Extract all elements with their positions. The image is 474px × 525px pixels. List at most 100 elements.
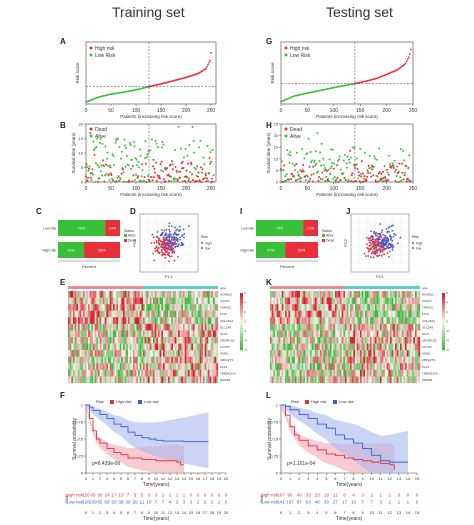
heatmap-cell [206,343,209,351]
heatmap-cell [316,310,319,318]
heatmap-cell [156,369,159,377]
heatmap-cell [295,310,297,318]
heatmap-cell [353,330,356,338]
heatmap-cell [71,337,74,344]
bar-alive [58,220,106,236]
heatmap-cell [288,304,291,311]
heatmap-cell [323,376,326,384]
heatmap-cell [293,356,296,364]
heatmap-cell [203,343,205,351]
heatmap-cell [128,343,130,351]
heatmap-cell [295,323,297,331]
heatmap-cell [275,323,277,331]
heatmap-cell [313,291,316,298]
pca-point-low [369,239,372,242]
heatmap-cell [363,337,366,344]
heatmap-cell [119,330,122,338]
risk-table-x-tick: 13 [397,510,402,515]
heatmap-cell [136,343,139,351]
heatmap-cell [209,376,212,384]
heatmap-cell [133,304,135,311]
x-tick-label: 13 [397,476,402,481]
heatmap-cell [395,330,397,338]
pca-point-high [373,232,375,235]
heatmap-cell [391,350,394,357]
y-tick-label: 0.75 [270,420,279,425]
heatmap-cell [303,369,306,377]
heatmap-cell [136,350,139,357]
pca-point-high [370,247,372,250]
heatmap-cell [355,304,357,311]
dead-point [354,180,357,183]
dead-point [358,174,361,177]
pca-point-low [380,236,383,239]
heatmap-cell [410,350,412,357]
heatmap-cell [360,317,362,325]
heatmap-cell [316,343,319,351]
heatmap-cell [168,317,170,325]
color-scale-tick: 2 [446,310,448,314]
color-scale-step [240,338,243,341]
heatmap-cell [88,350,90,357]
alive-point [340,179,343,182]
heatmap-cell [191,343,194,351]
alive-point [176,171,178,174]
alive-point [342,159,345,162]
y-tick-label: 20 [274,133,279,138]
heatmap-cell [119,356,122,364]
heatmap-cell [79,356,82,364]
heatmap-cell [174,356,177,364]
heatmap-cell [91,297,94,305]
heatmap-cell [290,330,292,338]
heatmap-cell [213,310,215,318]
heatmap-cell [174,376,177,384]
heatmap-cell [378,310,381,318]
heatmap-cell [146,363,149,371]
heatmap-cell [286,356,289,364]
heatmap-cell [340,310,342,318]
heatmap-cell [293,363,296,371]
pca-point-high [380,249,383,252]
heatmap-cell [141,363,144,371]
dead-point [366,169,369,172]
heatmap-cell [201,363,204,371]
heatmap-cell [134,317,137,325]
heatmap-cell [164,356,167,364]
pca-point-low [164,239,167,241]
legend-title: Status [322,229,332,233]
heatmap-cell [141,304,144,311]
x-tick-label: 11 [161,476,166,481]
pca-point-low [169,241,171,243]
heatmap-cell [116,369,119,377]
category-label: High risk [42,249,56,253]
heatmap-cell [104,350,107,357]
heatmap-cell [273,363,276,371]
dead-point [141,163,143,166]
heatmap-cell [368,310,371,318]
pca-point-high [168,251,170,254]
heatmap-cell [151,363,154,371]
risk-table-count: 63 [306,500,312,505]
heatmap-cell [144,350,147,357]
heatmap-cell [401,330,404,338]
heatmap-cell [131,376,134,384]
heatmap-cell [306,323,309,331]
heatmap-cell [288,297,291,305]
heatmap-cell [71,356,74,364]
heatmap-cell [416,317,419,325]
heatmap-cell [285,337,287,344]
alive-point [86,165,88,168]
pca-point-low [389,238,392,241]
alive-point [327,168,330,171]
heatmap-cell [104,323,107,331]
heatmap-cell [89,369,92,377]
heatmap-cell [341,310,344,318]
alive-point [134,178,136,181]
pca-point-low [158,242,161,245]
pca-point-low [179,238,182,241]
heatmap-cell [335,356,337,364]
heatmap-cell [176,317,179,325]
alive-point [324,179,327,182]
heatmap-cell [173,356,175,364]
heatmap-cell [193,297,195,305]
